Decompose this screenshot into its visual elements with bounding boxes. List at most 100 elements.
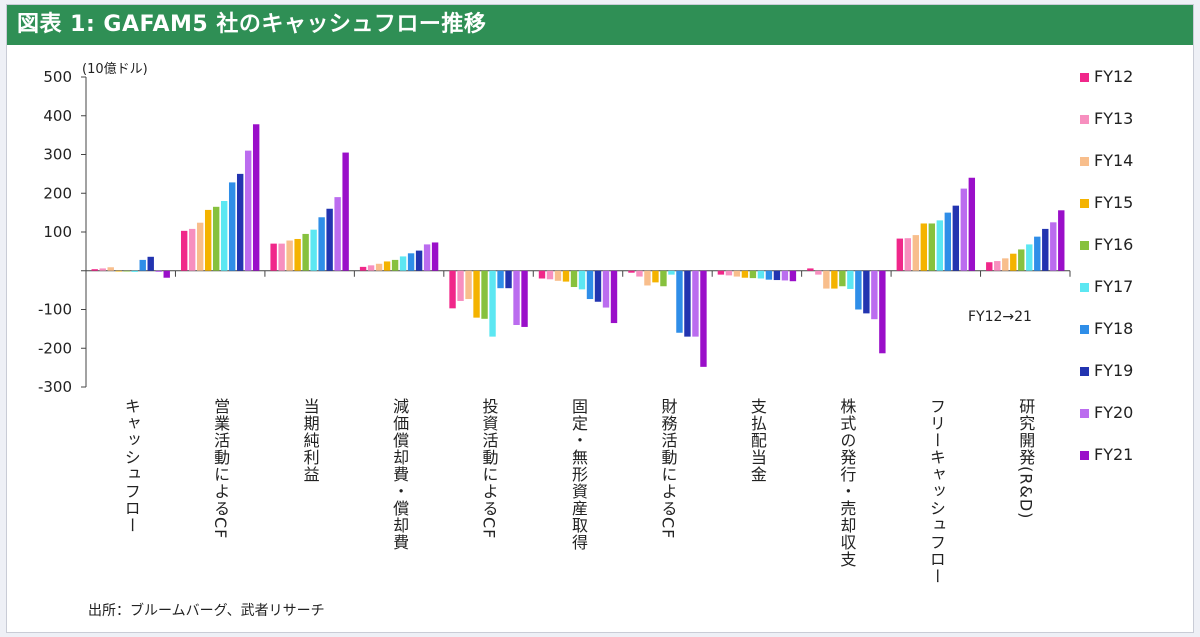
source-note: 出所：ブルームバーグ、武者リサーチ — [88, 603, 325, 619]
legend-item-fy14: FY14 — [1080, 150, 1190, 172]
bar-fy17-cat-0 — [131, 270, 138, 272]
category-label: 財務活動によるCF — [658, 398, 678, 540]
bar-fy12-cat-9 — [896, 238, 904, 271]
bar-fy12-cat-2 — [270, 243, 277, 271]
bar-fy16-cat-10 — [1018, 249, 1025, 271]
bar-fy20-cat-5 — [602, 270, 610, 308]
bar-fy16-cat-3 — [391, 259, 399, 271]
legend-swatch — [1080, 73, 1089, 82]
bar-fy16-cat-2 — [302, 233, 309, 271]
legend-label: FY20 — [1094, 403, 1134, 422]
bar-fy17-cat-4 — [489, 270, 496, 337]
bar-fy17-cat-10 — [1026, 244, 1033, 271]
bar-fy12-cat-1 — [180, 230, 188, 271]
bar-fy15-cat-3 — [383, 261, 391, 271]
bar-fy20-cat-2 — [334, 197, 341, 271]
y-tick-label: 500 — [43, 68, 72, 86]
bar-fy20-cat-1 — [244, 150, 252, 271]
bar-fy17-cat-9 — [936, 220, 944, 271]
bar-fy21-cat-2 — [342, 152, 349, 271]
legend-item-fy13: FY13 — [1080, 108, 1190, 130]
unit-label: (10億ドル) — [82, 62, 148, 77]
bar-fy17-cat-5 — [578, 270, 586, 290]
bar-fy19-cat-5 — [594, 270, 602, 302]
category-label: 株式の発行・売却収支 — [837, 398, 857, 568]
legend-swatch — [1080, 199, 1089, 208]
bar-fy19-cat-4 — [505, 270, 512, 289]
bar-fy19-cat-1 — [236, 173, 244, 271]
bar-fy13-cat-3 — [367, 265, 375, 271]
bar-fy18-cat-0 — [139, 259, 146, 271]
category-label: フリーキャッシュフロー — [926, 398, 946, 585]
legend-item-fy16: FY16 — [1080, 234, 1190, 256]
legend-item-fy19: FY19 — [1080, 360, 1190, 382]
bar-fy12-cat-6 — [628, 270, 635, 273]
chart-canvas: -300 -200 -100 100 200 300 400 500 — [38, 68, 1071, 396]
bar-fy12-cat-7 — [717, 270, 725, 275]
bar-fy12-cat-3 — [359, 266, 367, 271]
bar-fy13-cat-9 — [904, 238, 912, 271]
bar-fy16-cat-1 — [212, 206, 220, 271]
bar-fy18-cat-8 — [855, 270, 862, 310]
category-label: 固定・無形資産取得 — [569, 398, 588, 551]
bar-fy15-cat-9 — [920, 223, 928, 271]
bar-fy18-cat-7 — [765, 270, 773, 280]
bar-fy21-cat-6 — [700, 270, 707, 367]
bar-fy19-cat-9 — [952, 205, 960, 271]
bar-fy13-cat-5 — [546, 270, 554, 280]
bar-fy21-cat-8 — [879, 270, 886, 354]
category-label: 減価償却費・償却費 — [390, 398, 410, 551]
bar-fy14-cat-1 — [196, 222, 204, 271]
bar-fy15-cat-7 — [741, 270, 749, 278]
bar-fy16-cat-4 — [481, 270, 488, 319]
bar-fy14-cat-3 — [375, 263, 383, 271]
bar-fy18-cat-4 — [497, 270, 504, 289]
bar-fy21-cat-5 — [610, 270, 618, 324]
bar-fy18-cat-3 — [407, 253, 415, 271]
bar-fy15-cat-8 — [831, 270, 838, 289]
bar-fy18-cat-2 — [318, 217, 325, 271]
legend-label: FY16 — [1094, 235, 1134, 254]
bar-fy20-cat-8 — [871, 270, 878, 320]
bar-fy17-cat-1 — [220, 201, 228, 271]
legend-label: FY14 — [1094, 151, 1134, 170]
y-tick-label: -100 — [38, 301, 72, 319]
bar-fy19-cat-3 — [415, 250, 423, 271]
legend-label: FY13 — [1094, 109, 1134, 128]
legend-item-fy21: FY21 — [1080, 444, 1190, 466]
bar-fy21-cat-1 — [252, 124, 260, 271]
legend-label: FY17 — [1094, 277, 1134, 296]
bar-fy18-cat-9 — [944, 212, 952, 271]
figure-frame: 図表 1: GAFAM5 社のキャッシュフロー推移 — [6, 4, 1194, 633]
category-label: 営業活動によるCF — [211, 398, 231, 540]
y-tick-label: -300 — [38, 378, 72, 396]
bar-fy12-cat-5 — [538, 270, 546, 279]
bar-fy15-cat-6 — [652, 270, 659, 283]
bar-fy15-cat-5 — [562, 270, 570, 282]
bar-fy14-cat-10 — [1002, 258, 1009, 271]
bar-fy19-cat-10 — [1042, 228, 1049, 271]
y-tick-label: 400 — [43, 107, 72, 125]
legend-label: FY19 — [1094, 361, 1134, 380]
bar-fy19-cat-6 — [684, 270, 691, 337]
bar-fy20-cat-0 — [155, 270, 162, 272]
bar-fy17-cat-2 — [310, 229, 317, 271]
bar-fy18-cat-1 — [228, 182, 236, 271]
bar-fy15-cat-2 — [294, 238, 301, 271]
bar-fy13-cat-6 — [636, 270, 643, 277]
bar-fy21-cat-4 — [521, 270, 528, 327]
bar-fy18-cat-6 — [676, 270, 683, 333]
bar-fy12-cat-10 — [986, 262, 993, 271]
bar-fy14-cat-0 — [107, 267, 114, 271]
bar-fy14-cat-2 — [286, 240, 293, 271]
bar-fy14-cat-9 — [912, 235, 920, 271]
bar-fy19-cat-8 — [863, 270, 870, 314]
bar-fy16-cat-0 — [123, 270, 130, 272]
legend-label: FY15 — [1094, 193, 1134, 212]
bar-fy21-cat-0 — [163, 270, 170, 278]
legend-swatch — [1080, 157, 1089, 166]
bar-fy14-cat-6 — [644, 270, 651, 286]
bar-fy14-cat-8 — [823, 270, 830, 289]
bar-fy17-cat-8 — [847, 270, 854, 289]
bar-fy12-cat-4 — [449, 270, 456, 309]
